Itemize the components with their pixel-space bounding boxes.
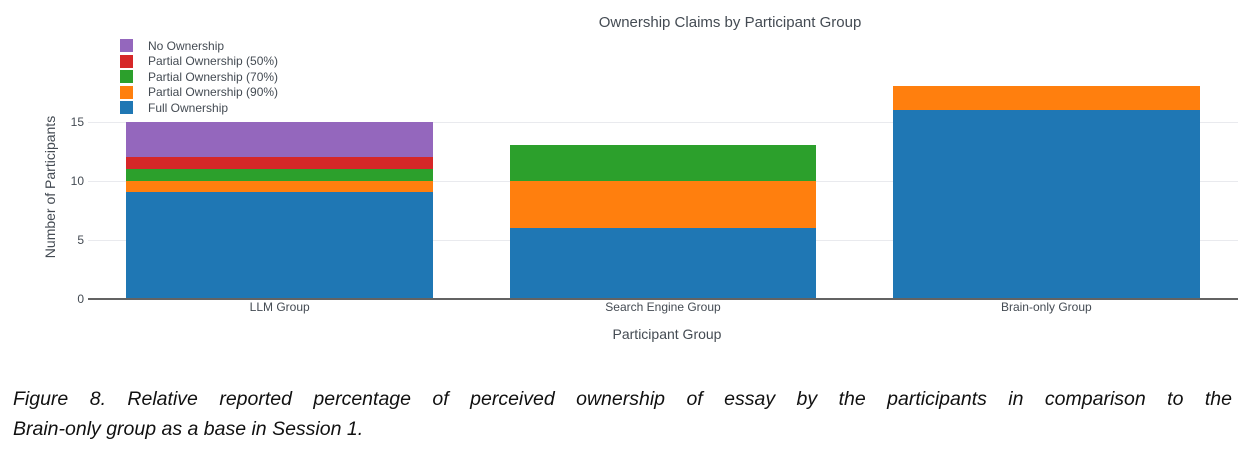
- x-tick-label: Brain-only Group: [1000, 300, 1092, 314]
- legend-swatch-icon: [120, 85, 133, 99]
- legend-item[interactable]: Partial Ownership (50%): [120, 54, 279, 68]
- plot-area: [88, 75, 1238, 299]
- bar-segment: [893, 109, 1200, 299]
- y-tick-label: 15: [70, 114, 84, 129]
- bar-segment: [126, 156, 433, 169]
- legend-item[interactable]: No Ownership: [120, 38, 278, 53]
- y-tick-label: 0: [77, 291, 84, 306]
- caption-line-1: Figure 8. Relative reported percentage o…: [13, 388, 1232, 410]
- bar-segment: [126, 180, 433, 193]
- bar-segment: [126, 192, 433, 299]
- legend-item[interactable]: Partial Ownership (70%): [120, 69, 279, 84]
- y-tick-label: 5: [77, 232, 84, 247]
- bar-segment: [893, 86, 1200, 110]
- legend-label: No Ownership: [148, 38, 225, 53]
- legend-swatch-icon: [120, 101, 133, 114]
- x-axis-title: Participant Group: [612, 326, 722, 342]
- x-tick-label: LLM Group: [249, 300, 310, 314]
- chart-title: Ownership Claims by Participant Group: [598, 14, 862, 31]
- bar-segment: [509, 227, 817, 299]
- gridline-y-15: [88, 121, 1238, 123]
- legend-label: Partial Ownership (70%): [148, 69, 279, 84]
- bar-segment: [509, 180, 817, 228]
- figure-caption: Figure 8. Relative reported percentage o…: [13, 384, 1232, 444]
- legend-item[interactable]: Partial Ownership (90%): [120, 85, 279, 99]
- y-tick-label: 10: [70, 173, 84, 188]
- x-axis-line: [88, 298, 1238, 300]
- bar-segment: [126, 121, 433, 157]
- bar-segment: [126, 168, 433, 181]
- legend-label: Partial Ownership (50%): [148, 54, 279, 68]
- legend-label: Full Ownership: [148, 100, 229, 115]
- bar-segment: [509, 145, 817, 181]
- legend-item[interactable]: Full Ownership: [120, 100, 278, 115]
- legend-label: Partial Ownership (90%): [148, 85, 279, 99]
- legend-swatch-icon: [120, 39, 133, 52]
- chart-legend: No Ownership Partial Ownership (50%) Parti…: [120, 39, 278, 117]
- caption-line-2: Brain-only group as a base in Session 1.: [13, 418, 364, 440]
- legend-swatch-icon: [120, 54, 133, 68]
- legend-swatch-icon: [120, 70, 133, 83]
- x-tick-label: Search Engine Group: [605, 300, 721, 314]
